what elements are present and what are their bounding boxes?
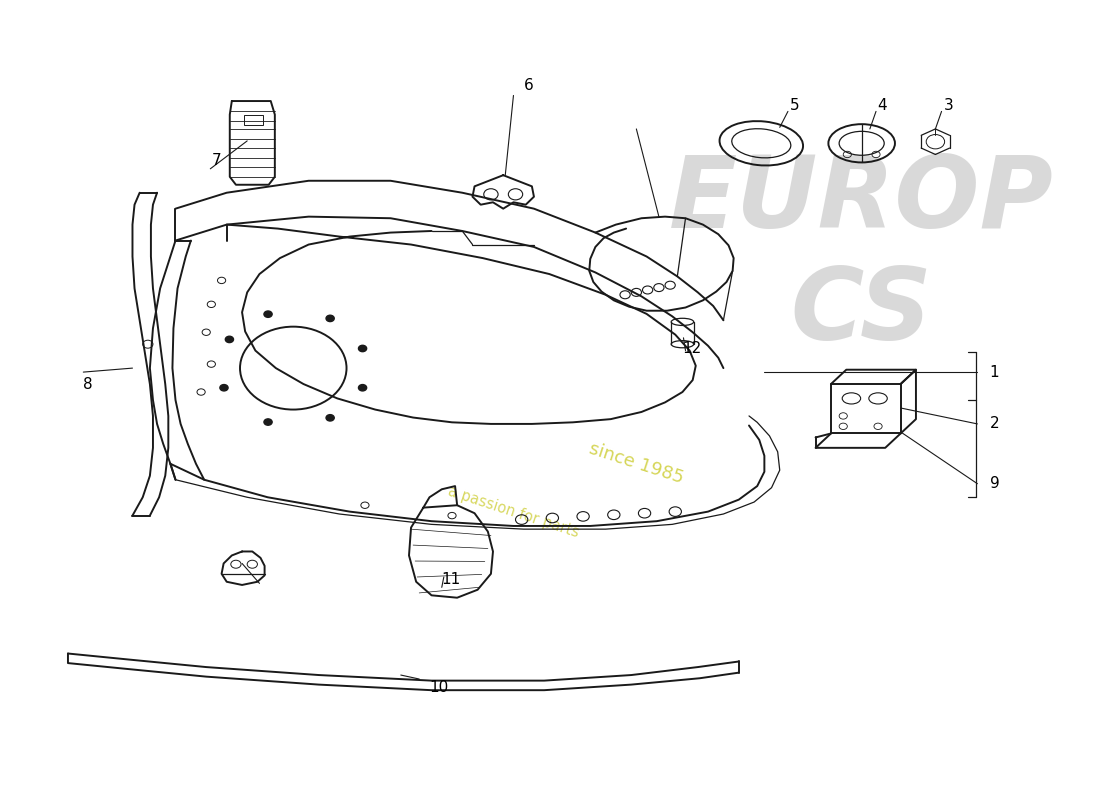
Text: 9: 9 [990, 476, 1000, 491]
Circle shape [326, 315, 334, 322]
Text: EUROP
CS: EUROP CS [669, 152, 1054, 361]
Text: since 1985: since 1985 [586, 440, 686, 487]
Circle shape [264, 311, 272, 318]
Text: 10: 10 [429, 679, 449, 694]
Text: 4: 4 [877, 98, 887, 113]
Text: 5: 5 [790, 98, 800, 113]
Text: 12: 12 [682, 341, 702, 356]
Circle shape [264, 419, 272, 426]
Text: a passion for parts: a passion for parts [446, 483, 581, 540]
Circle shape [359, 385, 366, 391]
Circle shape [359, 346, 366, 352]
Circle shape [326, 414, 334, 421]
Text: 2: 2 [990, 417, 999, 431]
Circle shape [220, 385, 228, 391]
Text: 8: 8 [84, 377, 92, 391]
Circle shape [226, 336, 233, 342]
Text: 3: 3 [944, 98, 954, 113]
Text: 1: 1 [990, 365, 999, 379]
Bar [244, 115, 263, 125]
Text: 7: 7 [211, 154, 221, 168]
Text: 11: 11 [442, 572, 461, 587]
Text: 6: 6 [524, 78, 534, 93]
